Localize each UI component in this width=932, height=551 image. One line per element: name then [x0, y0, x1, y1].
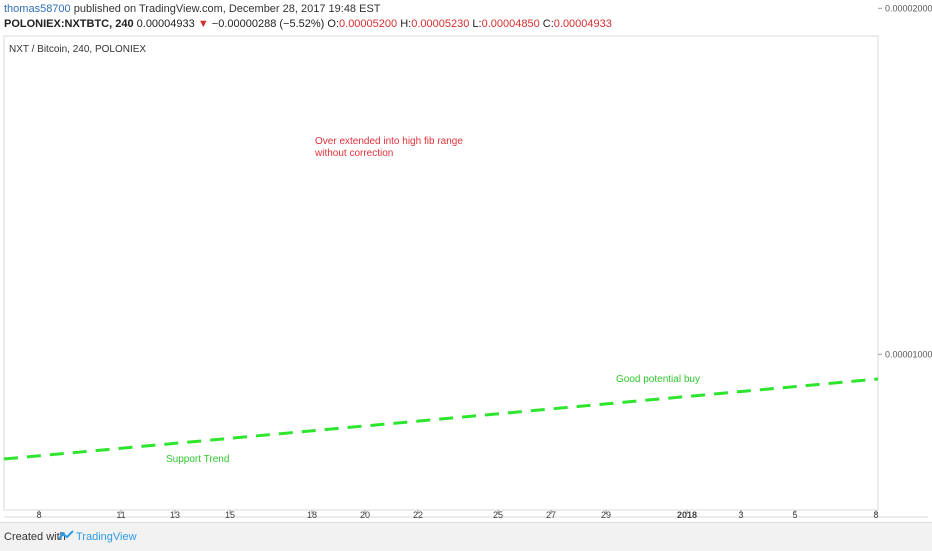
x-tick-label: 18: [307, 510, 317, 520]
x-tick-label: 27: [546, 510, 556, 520]
footer-bar: Created with TradingView: [0, 522, 932, 551]
low-key: L:: [472, 18, 482, 30]
x-tick-label: 8: [873, 510, 878, 520]
open-key: O:: [327, 18, 340, 30]
author-link[interactable]: thomas58700: [4, 3, 71, 15]
close-key: C:: [542, 18, 554, 30]
symbol-label: POLONIEX:NXTBTC, 240: [4, 18, 134, 30]
tradingview-brand[interactable]: TradingView: [76, 531, 137, 543]
x-axis: 8 11 13 15 18 20 22 25 27 29 2018 3 5 8: [36, 510, 879, 520]
x-tick-label: 22: [413, 510, 423, 520]
x-tick-label: 11: [116, 510, 125, 520]
annotation-good-buy: Good potential buy: [616, 374, 700, 385]
x-tick-label: 20: [360, 510, 370, 520]
publish-info: published on TradingView.com, December 2…: [73, 3, 381, 15]
high-value: 0.00005230: [411, 18, 470, 30]
y-tick-label: 0.00001000: [885, 349, 932, 359]
x-tick-label: 25: [493, 510, 503, 520]
annotation-support-trend: Support Trend: [166, 454, 229, 465]
x-tick-label: 15: [225, 510, 235, 520]
y-axis: 0.000010000.000020000.000030000.00004000…: [878, 3, 932, 359]
created-with-text: Created with: [4, 531, 66, 543]
x-tick-label: 8: [36, 510, 41, 520]
x-tick-label: 2018: [677, 510, 697, 520]
x-tick-label: 5: [792, 510, 797, 520]
open-value: 0.00005200: [339, 18, 398, 30]
x-tick-label: 13: [170, 510, 180, 520]
x-tick-label: 29: [601, 510, 611, 520]
low-value: 0.00004850: [481, 18, 540, 30]
plot-area: [3, 35, 879, 511]
high-key: H:: [400, 18, 412, 30]
price-chart[interactable]: 1.618(0.00015305)1(0.00010842)0.786(0.00…: [0, 0, 932, 522]
publish-line: thomas58700 published on TradingView.com…: [4, 3, 381, 15]
chart-header: thomas58700 published on TradingView.com…: [4, 0, 928, 36]
last-price: 0.00004933: [136, 18, 195, 30]
close-value: 0.00004933: [553, 18, 612, 30]
annotation-overextended: Over extended into high fib range: [315, 136, 463, 147]
x-tick-label: 3: [738, 510, 743, 520]
chart-title: NXT / Bitcoin, 240, POLONIEX: [9, 44, 146, 55]
annotation-no-correction: without correction: [314, 148, 393, 159]
down-arrow-icon: ▼: [197, 18, 209, 30]
y-tick-label: 0.00002000: [885, 3, 932, 13]
support-trend-line: [3, 377, 879, 461]
price-change: −0.00000288 (−5.52%): [211, 18, 325, 30]
tradingview-logo-icon[interactable]: [58, 529, 74, 543]
ohlc-line: POLONIEX:NXTBTC, 240 0.00004933 ▼ −0.000…: [4, 18, 612, 30]
